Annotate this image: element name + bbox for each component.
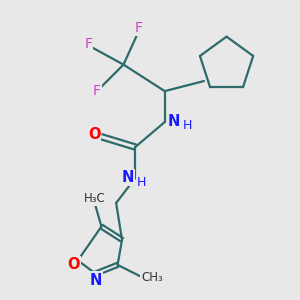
Text: O: O [67,257,80,272]
Text: H: H [183,119,192,132]
Text: N: N [168,114,180,129]
Text: CH₃: CH₃ [141,271,163,284]
Text: H₃C: H₃C [83,192,105,205]
Text: F: F [93,84,101,98]
Text: O: O [88,127,100,142]
Text: F: F [84,37,92,51]
Text: N: N [90,273,102,288]
Text: F: F [134,21,142,35]
Text: H: H [137,176,146,189]
Text: N: N [121,170,134,185]
